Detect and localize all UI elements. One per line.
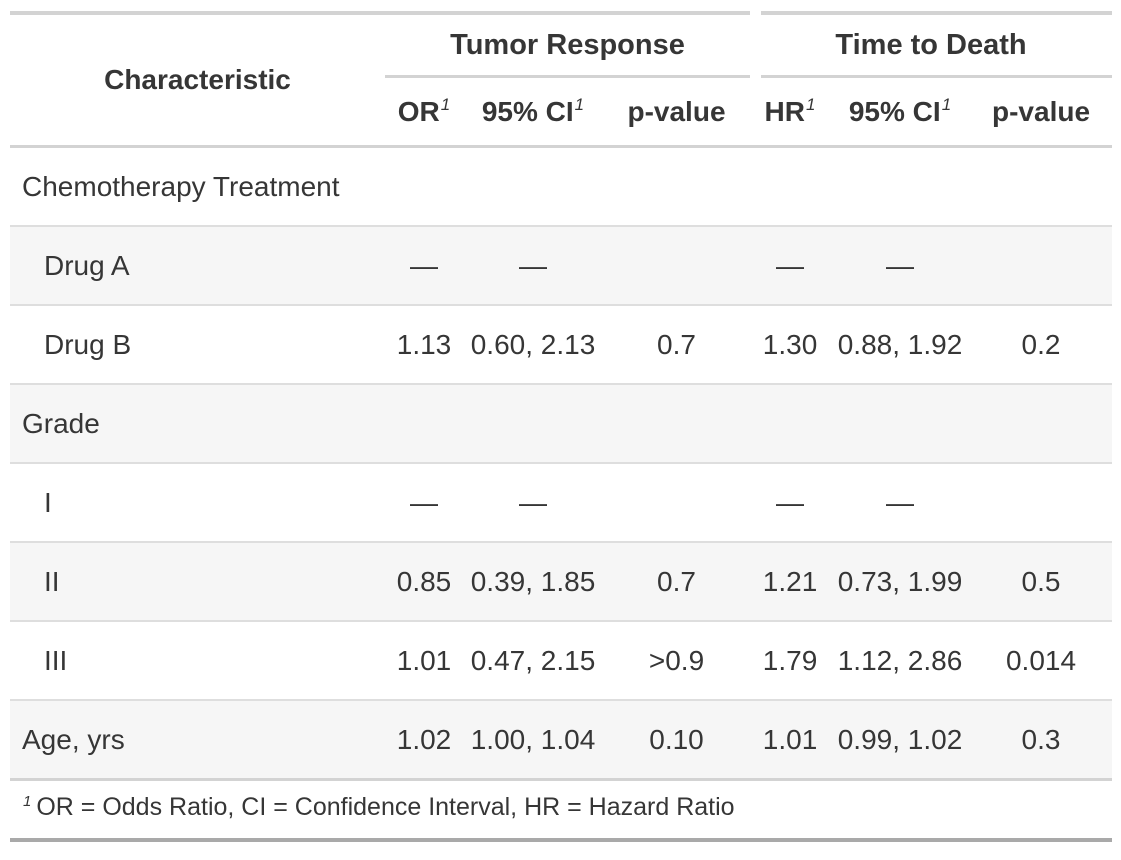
footnote-mark: 1 [574,94,585,114]
cell-ci: 0.88, 1.92 [830,304,971,384]
cell-pvalue: 0.3 [970,699,1113,781]
column-header-label: 95% CI [848,95,941,127]
footnote-text: OR = Odds Ratio, CI = Confidence Interva… [36,793,735,821]
cell-pvalue: 0.7 [603,541,751,621]
table-row-grade-3: III 1.01 0.47, 2.15 >0.9 1.79 1.12, 2.86… [10,620,1113,700]
column-group-divider [750,9,761,83]
summary-table: Characteristic Tumor Response Time to De… [10,11,1113,781]
table-row-drug-a: Drug A — — — — [10,225,1113,305]
cell-or: — [385,225,463,305]
footnote-mark: 1 [23,793,32,810]
cell-pvalue [970,462,1113,542]
column-header-label: p-value [992,95,1091,127]
table-row-grade: Grade [10,383,1113,463]
column-group-time-to-death: Time to Death [750,11,1113,78]
cell-pvalue [970,225,1113,305]
cell-or [385,383,463,463]
cell-pvalue: 0.10 [603,699,751,781]
table-row-chemotherapy-treatment: Chemotherapy Treatment [10,147,1112,227]
column-header-label: 95% CI [481,95,574,127]
table-header: Characteristic Tumor Response Time to De… [10,11,1113,148]
row-label: Drug A [10,225,385,305]
column-group-tumor-response: Tumor Response [385,11,751,78]
cell-pvalue [603,383,751,463]
table-row-drug-b: Drug B 1.13 0.60, 2.13 0.7 1.30 0.88, 1.… [10,304,1113,384]
cell-or: 1.01 [385,620,463,700]
cell-pvalue: 0.5 [970,541,1113,621]
cell-pvalue: 0.2 [970,304,1113,384]
row-label: Chemotherapy Treatment [22,170,340,202]
cell-ci: 0.73, 1.99 [830,541,971,621]
stub-header-characteristic: Characteristic [10,11,385,148]
cell-or: 0.85 [385,541,463,621]
regression-summary-table: Characteristic Tumor Response Time to De… [10,9,1113,842]
cell-pvalue [970,147,1112,227]
column-header-ci-death: 95% CI1 [830,76,971,148]
cell-pvalue: 0.014 [970,620,1113,700]
table-row-age: Age, yrs 1.02 1.00, 1.04 0.10 1.01 0.99,… [10,699,1113,781]
cell-hr: — [750,225,831,305]
cell-hr [750,147,830,227]
cell-ci: 0.99, 1.02 [830,699,971,781]
table-body: Chemotherapy Treatment Drug A — — — — Dr… [10,147,1113,781]
column-header-pvalue-death: p-value [970,76,1113,148]
cell-or [385,147,463,227]
cell-ci: 1.00, 1.04 [463,699,603,781]
column-header-pvalue-tumor: p-value [603,76,751,148]
cell-ci: — [830,462,971,542]
table-row-grade-1: I — — — — [10,462,1113,542]
cell-pvalue: 0.7 [603,304,751,384]
column-header-or: OR1 [385,76,463,148]
column-header-hr: HR1 [750,76,831,148]
cell-ci: 0.60, 2.13 [463,304,603,384]
cell-hr: 1.01 [750,699,831,781]
cell-pvalue [970,383,1113,463]
table-row-grade-2: II 0.85 0.39, 1.85 0.7 1.21 0.73, 1.99 0… [10,541,1113,621]
row-label: I [10,462,385,542]
cell-hr: 1.30 [750,304,831,384]
row-label: Age, yrs [10,699,385,781]
cell-ci: 0.39, 1.85 [463,541,603,621]
cell-ci [463,147,603,227]
row-label: III [10,620,385,700]
cell-or: — [385,462,463,542]
cell-pvalue [603,462,751,542]
footnote-mark: 1 [806,94,816,114]
cell-or: 1.02 [385,699,463,781]
column-header-label: HR [764,95,805,127]
cell-pvalue [603,225,751,305]
cell-hr: 1.21 [750,541,831,621]
cell-ci: — [463,225,603,305]
table-footnote: 1 OR = Odds Ratio, CI = Confidence Interv… [10,781,1112,842]
cell-hr: — [750,462,831,542]
footnote-mark: 1 [440,94,451,114]
cell-ci [830,147,970,227]
cell-ci: — [463,462,603,542]
row-label: Grade [10,383,385,463]
row-label: Drug B [10,304,385,384]
cell-ci: 1.12, 2.86 [830,620,971,700]
column-header-label: p-value [627,95,726,127]
cell-ci [463,383,603,463]
column-header-label: OR [397,95,440,127]
cell-or: 1.13 [385,304,463,384]
cell-pvalue [603,147,750,227]
cell-ci: — [830,225,971,305]
cell-ci [830,383,971,463]
cell-pvalue: >0.9 [603,620,751,700]
footnote-mark: 1 [941,94,952,114]
row-label: II [10,541,385,621]
cell-hr [750,383,831,463]
cell-hr: 1.79 [750,620,831,700]
column-header-ci-tumor: 95% CI1 [463,76,603,148]
cell-ci: 0.47, 2.15 [463,620,603,700]
